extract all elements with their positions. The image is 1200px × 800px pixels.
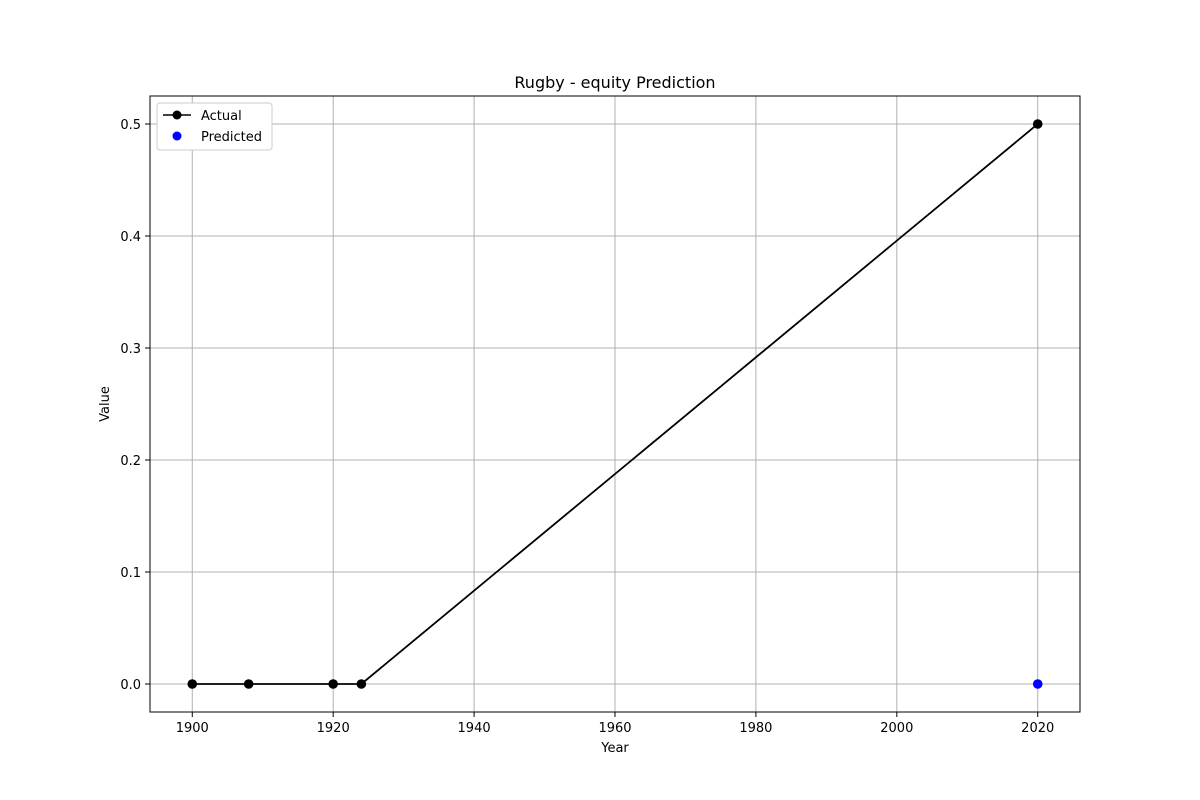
x-tick-label: 1980 (739, 721, 772, 736)
x-tick-label: 2000 (880, 721, 913, 736)
y-tick-label: 0.0 (120, 678, 141, 693)
y-tick-label: 0.2 (120, 454, 141, 469)
legend-predicted-marker (172, 131, 182, 141)
x-axis-label: Year (600, 741, 629, 756)
series-layer (187, 119, 1043, 689)
legend-predicted-label: Predicted (201, 130, 262, 145)
y-tick-label: 0.4 (120, 230, 141, 245)
x-tick-label: 1920 (317, 721, 350, 736)
legend-actual-marker (172, 110, 182, 120)
y-axis-label: Value (98, 386, 113, 422)
chart-title: Rugby - equity Prediction (514, 73, 715, 92)
data-point-actual (1032, 119, 1043, 129)
legend: Actual Predicted (156, 102, 273, 151)
x-tick-label: 1940 (458, 721, 491, 736)
x-tick-label: 2020 (1021, 721, 1054, 736)
x-axis-ticks: 1900 1920 1940 1960 1980 2000 2020 (176, 712, 1054, 736)
plot-frame (149, 95, 1081, 713)
data-point-actual (187, 679, 198, 689)
x-tick-label: 1900 (176, 721, 209, 736)
data-point-actual (356, 679, 367, 689)
y-tick-label: 0.1 (120, 566, 141, 581)
y-tick-label: 0.3 (120, 342, 141, 357)
data-point-actual (328, 679, 338, 689)
data-point-predicted (1032, 679, 1043, 689)
x-tick-label: 1960 (598, 721, 631, 736)
legend-actual-label: Actual (201, 109, 242, 124)
y-tick-label: 0.5 (120, 118, 141, 133)
data-point-actual (243, 679, 254, 689)
y-axis-ticks: 0.0 0.1 0.2 0.3 0.4 0.5 (120, 118, 150, 693)
